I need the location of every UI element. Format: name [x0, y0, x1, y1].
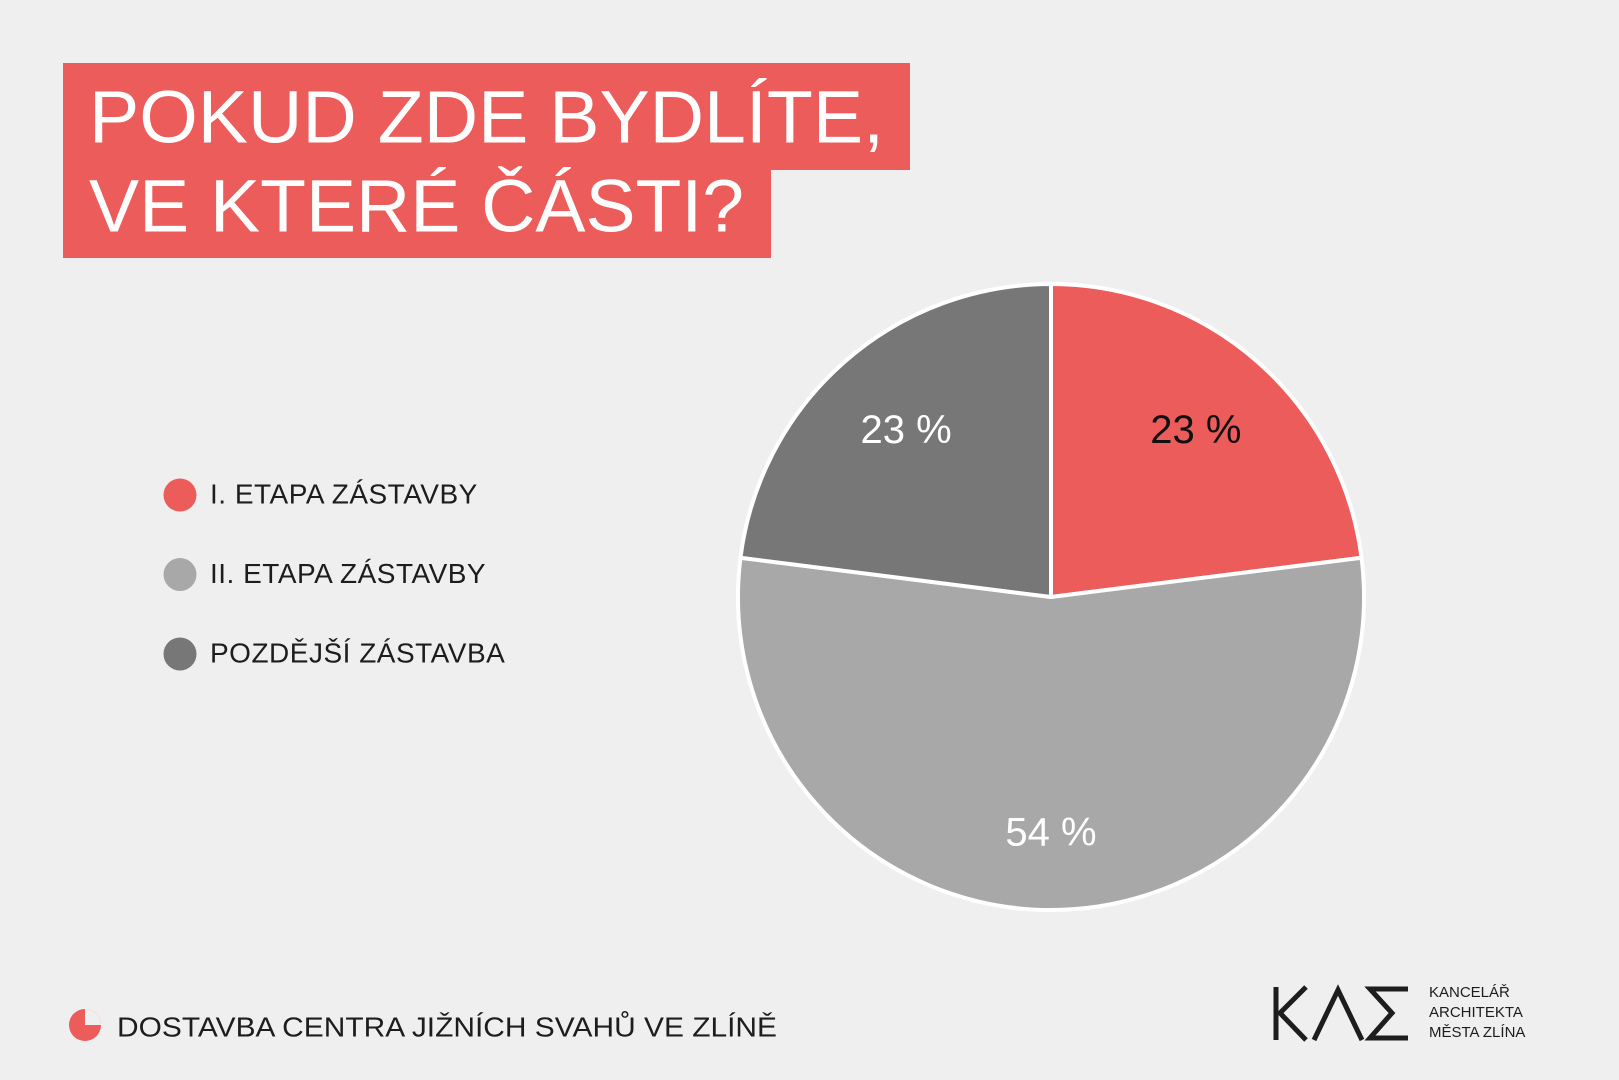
footer-text: DOSTAVBA CENTRA JIŽNÍCH SVAHŮ VE ZLÍNĚ	[117, 1010, 777, 1042]
logo-text: MĚSTA ZLÍNA	[1429, 1024, 1525, 1041]
logo-text: KANCELÁŘ	[1429, 984, 1510, 1001]
logo-k	[1273, 985, 1308, 1042]
title-box	[63, 63, 910, 170]
slice-label: 23 %	[1150, 408, 1241, 452]
legend-swatch	[163, 558, 197, 591]
footer-icon	[69, 1009, 101, 1041]
legend-swatch	[163, 637, 197, 671]
slice-label: 23 %	[861, 408, 952, 452]
pie-slice	[1049, 282, 1364, 599]
pie-slice	[736, 555, 1366, 912]
logo	[1273, 984, 1408, 1042]
footer-icon-cut	[85, 1009, 101, 1025]
legend-label: POZDĚJŠÍ ZÁSTAVBA	[210, 637, 505, 668]
legend-label: II. ETAPA ZÁSTAVBY	[210, 558, 486, 589]
logo-a	[1311, 984, 1365, 1042]
logo-text: ARCHITEKTA	[1429, 1004, 1523, 1021]
chart-title: POKUD ZDE BYDLÍTE,	[89, 76, 884, 159]
pie-slice	[738, 282, 1053, 599]
chart-title: VE KTERÉ ČÁSTI?	[89, 165, 744, 248]
slice-label: 54 %	[1005, 810, 1096, 854]
logo-m	[1364, 986, 1408, 1041]
legend-label: I. ETAPA ZÁSTAVBY	[210, 478, 478, 509]
legend-swatch	[163, 478, 197, 512]
title-box	[63, 168, 771, 258]
